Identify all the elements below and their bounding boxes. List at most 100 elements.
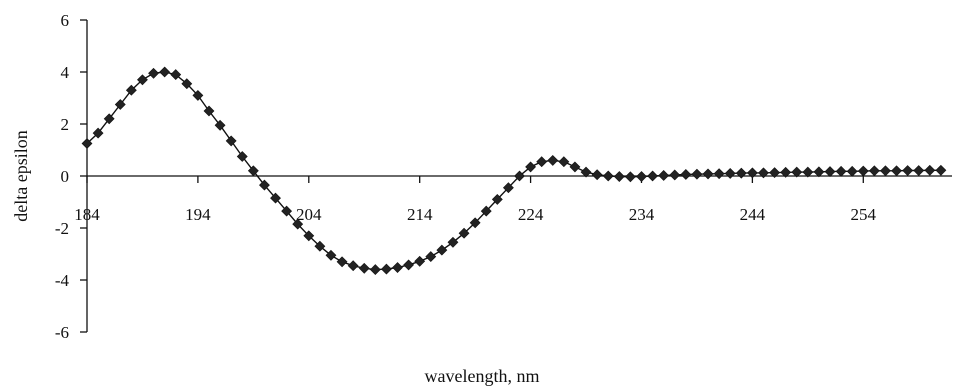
data-point-marker (259, 179, 270, 191)
data-point-marker (514, 170, 525, 182)
data-point-marker (824, 166, 836, 178)
y-tick-label: -6 (55, 323, 69, 342)
data-point-marker (103, 113, 115, 125)
data-point-marker (613, 171, 625, 182)
data-point-marker (891, 165, 902, 177)
x-tick-label: 254 (851, 205, 877, 224)
data-point-marker (92, 127, 104, 139)
data-point-marker (236, 151, 248, 162)
series-group (81, 66, 947, 276)
data-point-marker (935, 164, 947, 176)
data-point-marker (769, 167, 780, 179)
data-point-marker (569, 161, 581, 173)
data-point-marker (369, 264, 381, 276)
data-point-marker (602, 170, 614, 182)
data-point-marker (270, 192, 281, 204)
data-point-marker (791, 166, 803, 178)
data-point-marker (536, 156, 548, 168)
data-point-marker (724, 167, 736, 179)
data-point-marker (491, 193, 503, 205)
data-point-marker (558, 156, 570, 168)
data-point-marker (170, 69, 182, 81)
y-ticks: -6 -4 -2 0 2 4 6 (55, 11, 87, 342)
y-tick-label: 2 (61, 115, 70, 134)
y-tick-label: 4 (61, 63, 70, 82)
data-point-marker (247, 165, 259, 177)
data-point-marker (702, 168, 714, 180)
data-point-marker (846, 165, 858, 177)
data-point-marker (691, 168, 703, 180)
data-point-marker (137, 74, 148, 86)
y-axis-title: delta epsilon (11, 130, 31, 221)
data-point-marker (746, 167, 758, 179)
data-point-marker (125, 84, 137, 96)
data-point-marker (758, 167, 769, 179)
data-point-marker (159, 66, 171, 78)
x-tick-label: 184 (74, 205, 100, 224)
data-point-marker (480, 205, 492, 217)
series-line (86, 71, 941, 271)
data-point-marker (525, 161, 537, 173)
data-point-marker (203, 105, 215, 117)
data-point-marker (148, 67, 159, 79)
x-axis-title: wavelength, nm (425, 366, 540, 386)
data-point-marker (358, 262, 370, 274)
data-point-marker (868, 165, 880, 177)
data-point-marker (469, 217, 481, 229)
data-point-marker (547, 154, 559, 166)
series-markers (81, 66, 947, 276)
x-tick-label: 214 (407, 205, 433, 224)
y-tick-label: -2 (55, 219, 69, 238)
data-point-marker (735, 167, 747, 179)
data-point-marker (580, 166, 592, 178)
data-point-marker (325, 249, 337, 261)
data-point-marker (81, 138, 93, 149)
data-point-marker (403, 259, 415, 271)
data-point-marker (636, 171, 647, 182)
data-point-marker (336, 256, 348, 268)
data-point-marker (425, 251, 437, 263)
data-point-marker (924, 164, 936, 176)
y-tick-label: 0 (61, 167, 70, 186)
data-point-marker (802, 166, 814, 178)
data-point-marker (192, 89, 204, 101)
data-point-marker (314, 240, 326, 252)
data-point-marker (414, 255, 426, 267)
data-point-marker (902, 165, 914, 176)
x-ticks: 184 194 204 214 224 234 244 254 (74, 176, 877, 224)
data-point-marker (713, 168, 725, 180)
data-point-marker (658, 170, 670, 181)
data-point-marker (447, 236, 459, 248)
data-point-marker (780, 166, 792, 178)
data-point-marker (880, 165, 891, 177)
data-point-marker (502, 182, 514, 194)
data-point-marker (214, 119, 226, 131)
data-point-marker (813, 166, 825, 178)
data-point-marker (591, 169, 603, 181)
x-tick-label: 224 (518, 205, 544, 224)
data-point-marker (392, 262, 403, 273)
data-point-marker (913, 165, 925, 176)
data-point-marker (114, 99, 126, 110)
data-point-marker (835, 165, 847, 177)
data-point-marker (281, 205, 293, 217)
data-point-marker (292, 218, 304, 230)
x-tick-label: 244 (740, 205, 766, 224)
data-point-marker (669, 169, 681, 181)
data-point-marker (181, 78, 193, 90)
x-tick-label: 204 (296, 205, 322, 224)
data-point-marker (680, 169, 692, 180)
data-point-marker (624, 171, 636, 183)
data-point-marker (647, 170, 659, 182)
data-point-marker (458, 227, 470, 239)
data-point-marker (436, 244, 448, 256)
y-tick-label: 6 (61, 11, 70, 30)
y-tick-label: -4 (55, 271, 70, 290)
data-point-marker (380, 263, 392, 275)
data-point-marker (303, 230, 315, 242)
data-point-marker (857, 165, 869, 177)
data-point-marker (347, 260, 359, 272)
x-tick-label: 234 (629, 205, 655, 224)
data-point-marker (225, 135, 237, 147)
